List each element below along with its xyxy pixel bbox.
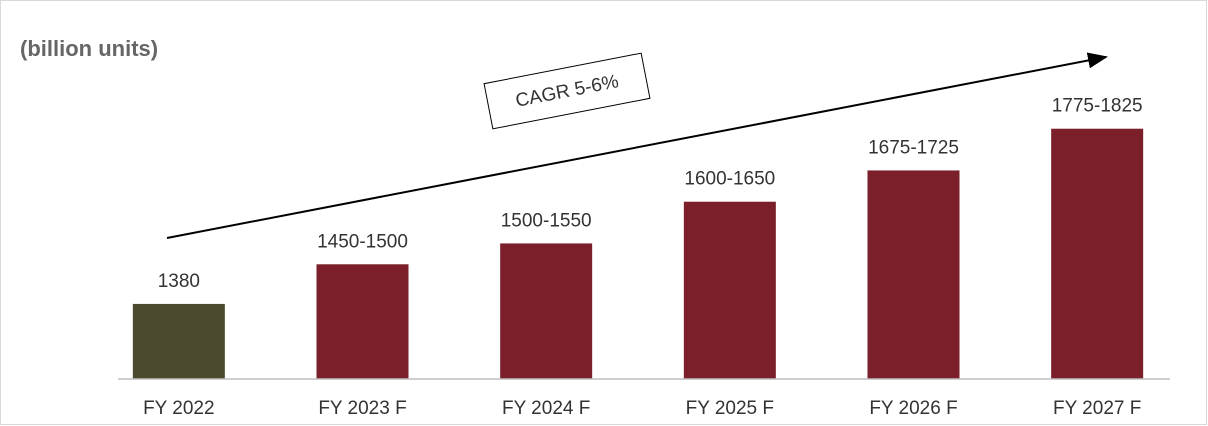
bar [132, 303, 225, 379]
x-tick-label: FY 2026 F [869, 398, 957, 419]
value-label: 1675-1725 [868, 137, 959, 158]
x-tick-label: FY 2025 F [686, 398, 774, 419]
x-tick-label: FY 2022 [143, 398, 214, 419]
value-label: 1600-1650 [684, 169, 775, 190]
x-tick-label: FY 2027 F [1053, 398, 1141, 419]
x-tick-label: FY 2023 F [318, 398, 406, 419]
value-label: 1775-1825 [1052, 96, 1143, 117]
bar [500, 243, 593, 379]
value-label: 1450-1500 [317, 231, 408, 252]
chart-title: (billion units) [20, 36, 158, 61]
value-label: 1500-1550 [501, 210, 592, 231]
bar [1051, 128, 1144, 379]
bar [316, 264, 409, 379]
bar [683, 201, 776, 379]
annotation-frame [483, 52, 651, 130]
annotation-box: CAGR 5-6% [483, 52, 651, 130]
x-tick-label: FY 2024 F [502, 398, 590, 419]
trend-arrow [166, 52, 1108, 239]
value-label: 1380 [158, 271, 200, 292]
bar [867, 170, 960, 379]
